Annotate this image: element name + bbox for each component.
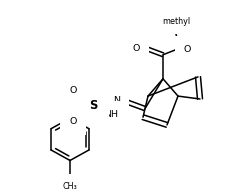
Text: O: O	[184, 45, 191, 54]
Text: S: S	[89, 99, 97, 112]
Text: O: O	[133, 44, 140, 53]
Text: N: N	[113, 96, 120, 105]
Text: methyl: methyl	[162, 17, 190, 26]
Text: NH: NH	[104, 110, 118, 119]
Text: O: O	[70, 86, 77, 95]
Text: CH₃: CH₃	[63, 182, 77, 191]
Text: O: O	[70, 117, 77, 125]
